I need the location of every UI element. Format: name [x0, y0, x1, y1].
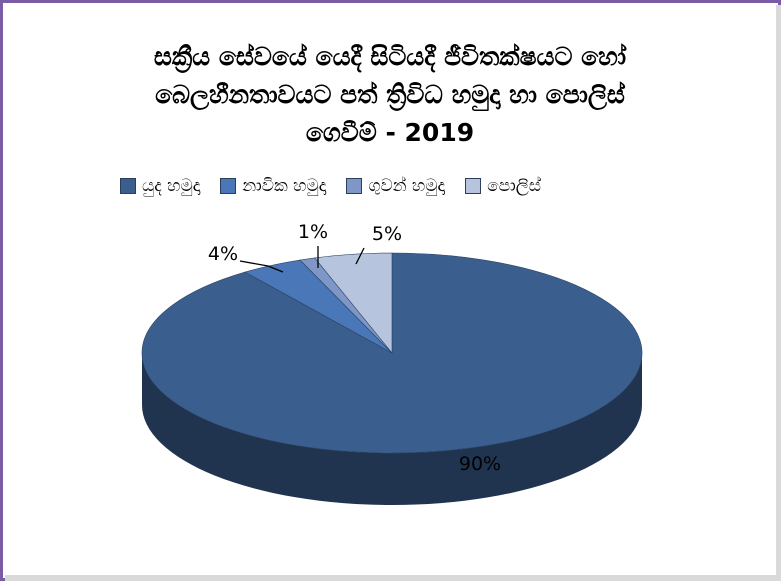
data-label-1: 4% [208, 243, 238, 265]
chart-title-line-3: ගෙවීම් - 2019 [305, 118, 475, 147]
data-label-3: 5% [372, 223, 402, 245]
legend-swatch-airforce [346, 178, 363, 194]
legend-label-army: යුද හමුදා [142, 176, 201, 196]
legend-label-police: පොලිස් [487, 176, 541, 196]
legend-swatch-police [465, 178, 482, 194]
data-label-0: 90% [459, 453, 501, 475]
leader-line-1 [239, 260, 284, 273]
frame-shadow-right [776, 5, 781, 581]
data-label-2: 1% [298, 221, 328, 243]
chart-title-line-2: බෙලහීනතාවයට පත් ත්‍රිවිධ හමුදා හා පොලිස් [155, 80, 625, 109]
legend-swatch-army [120, 178, 136, 194]
legend-label-airforce: ගුවන් හමුදා [368, 176, 446, 196]
pie-slice-3 [314, 252, 393, 354]
legend-item-army: යුද හමුදා [120, 176, 200, 196]
chart-title: සක්‍රීය සේවයේ යෙදී සිටියදී ජීවිතක්ෂයට හෝ… [60, 38, 720, 152]
frame-shadow-bottom [5, 575, 781, 581]
legend-item-police: පොලිස් [465, 176, 541, 196]
chart-title-line-1: සක්‍රීය සේවයේ යෙදී සිටියදී ජීවිතක්ෂයට හෝ [153, 42, 627, 71]
leader-line-3 [355, 247, 365, 265]
legend-swatch-navy [220, 178, 237, 194]
chart-legend: යුද හමුදා නාවික හමුදා ගුවන් හමුදා පොලිස් [120, 172, 740, 200]
legend-item-navy: නාවික හමුදා [220, 176, 326, 196]
pie-side-0 [142, 353, 642, 505]
legend-item-airforce: ගුවන් හමුදා [346, 176, 445, 196]
legend-label-navy: නාවික හමුදා [242, 176, 327, 196]
